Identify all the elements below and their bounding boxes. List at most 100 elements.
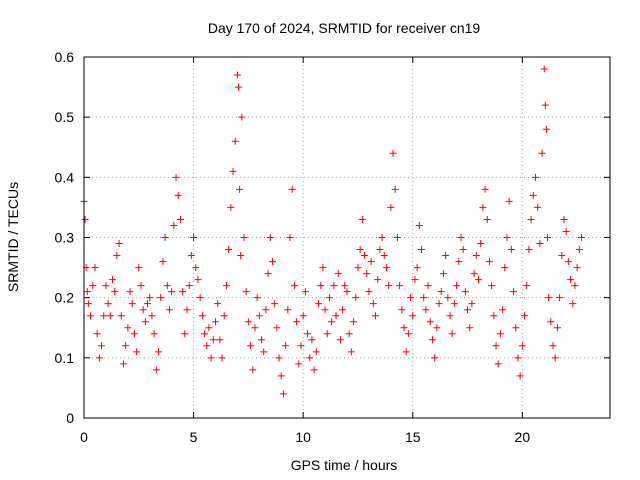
- data-point: [319, 264, 327, 272]
- data-point: [323, 330, 331, 338]
- data-point: [481, 185, 489, 193]
- data-point: [286, 234, 294, 241]
- data-point: [578, 234, 586, 241]
- data-point: [426, 318, 434, 326]
- data-point: [84, 300, 92, 308]
- data-point: [168, 288, 176, 296]
- data-point: [475, 276, 482, 284]
- data-point: [382, 264, 390, 272]
- data-point: [505, 197, 513, 205]
- data-point: [444, 294, 452, 302]
- data-point: [523, 282, 531, 290]
- data-point: [439, 270, 447, 278]
- data-point: [547, 318, 555, 326]
- y-tick-label: 0.4: [55, 169, 75, 185]
- data-point: [214, 300, 222, 308]
- data-point: [235, 83, 243, 91]
- data-point: [81, 215, 89, 223]
- data-point: [159, 258, 167, 266]
- data-point: [312, 348, 320, 356]
- data-point: [551, 354, 559, 362]
- data-point: [194, 276, 202, 284]
- data-point: [137, 282, 145, 290]
- data-point: [325, 294, 333, 302]
- x-tick-label: 15: [405, 429, 421, 445]
- data-point: [545, 294, 553, 302]
- data-point: [87, 312, 95, 320]
- data-point: [190, 234, 198, 241]
- data-point: [341, 282, 349, 290]
- data-point: [328, 318, 336, 326]
- data-point: [389, 149, 397, 157]
- data-point: [461, 288, 469, 296]
- data-point: [332, 312, 340, 320]
- data-point: [496, 330, 504, 338]
- data-points: [80, 65, 586, 398]
- data-point: [290, 282, 298, 290]
- data-point: [104, 300, 112, 308]
- data-point: [402, 348, 410, 356]
- data-point: [126, 288, 134, 296]
- data-point: [361, 252, 369, 260]
- x-tick-label: 5: [190, 429, 198, 445]
- data-point: [237, 252, 245, 260]
- data-point: [181, 330, 189, 338]
- data-point: [117, 312, 125, 320]
- data-point: [273, 324, 281, 332]
- data-point: [494, 360, 502, 368]
- data-point: [115, 240, 123, 248]
- data-point: [161, 234, 169, 241]
- data-point: [163, 282, 171, 290]
- data-point: [538, 149, 546, 157]
- data-point: [450, 300, 458, 308]
- data-point: [91, 264, 99, 272]
- data-point: [165, 306, 173, 314]
- data-point: [343, 288, 351, 296]
- data-point: [133, 348, 141, 356]
- data-point: [152, 366, 160, 374]
- data-point: [236, 185, 244, 193]
- data-point: [503, 234, 511, 241]
- data-point: [111, 288, 119, 296]
- data-point: [139, 306, 147, 314]
- data-point: [339, 306, 347, 314]
- data-point: [249, 366, 257, 374]
- data-point: [380, 252, 388, 260]
- data-point: [253, 294, 261, 302]
- data-point: [306, 354, 314, 362]
- data-point: [488, 282, 496, 290]
- data-point: [229, 167, 237, 175]
- axis-ticks: [83, 56, 610, 419]
- data-point: [470, 270, 478, 278]
- data-point: [315, 300, 323, 308]
- data-point: [264, 270, 272, 278]
- data-point: [404, 330, 412, 338]
- data-point: [185, 282, 193, 290]
- data-point: [247, 342, 255, 350]
- data-point: [218, 354, 226, 362]
- data-point: [385, 282, 393, 290]
- data-point: [352, 294, 360, 302]
- data-point: [279, 390, 287, 398]
- data-point: [108, 276, 116, 284]
- data-point: [549, 342, 557, 350]
- data-point: [567, 276, 575, 284]
- data-point: [212, 318, 219, 326]
- data-point: [207, 354, 215, 362]
- data-point: [464, 306, 472, 314]
- data-point: [297, 342, 305, 350]
- data-point: [455, 258, 463, 266]
- data-point: [282, 342, 290, 350]
- data-point: [113, 252, 121, 260]
- data-point: [242, 288, 250, 296]
- data-point: [106, 312, 114, 320]
- data-point: [345, 330, 353, 338]
- data-point: [130, 330, 138, 338]
- data-point: [501, 264, 509, 272]
- data-point: [179, 288, 187, 296]
- data-point: [411, 276, 419, 284]
- data-point: [100, 312, 108, 320]
- data-point: [93, 330, 101, 338]
- data-point: [330, 282, 338, 290]
- data-point: [225, 246, 233, 254]
